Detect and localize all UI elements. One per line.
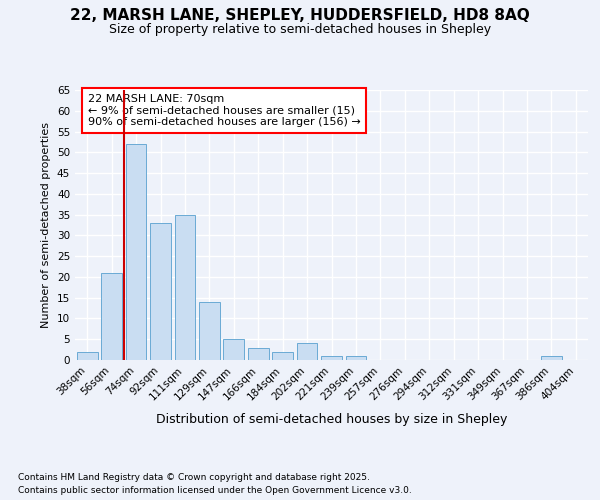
Text: Size of property relative to semi-detached houses in Shepley: Size of property relative to semi-detach… bbox=[109, 22, 491, 36]
Text: 22 MARSH LANE: 70sqm
← 9% of semi-detached houses are smaller (15)
90% of semi-d: 22 MARSH LANE: 70sqm ← 9% of semi-detach… bbox=[88, 94, 361, 127]
Bar bbox=[175, 214, 196, 360]
Bar bbox=[541, 356, 562, 360]
Bar bbox=[125, 144, 146, 360]
Bar bbox=[272, 352, 293, 360]
Text: 22, MARSH LANE, SHEPLEY, HUDDERSFIELD, HD8 8AQ: 22, MARSH LANE, SHEPLEY, HUDDERSFIELD, H… bbox=[70, 8, 530, 22]
Text: Contains HM Land Registry data © Crown copyright and database right 2025.: Contains HM Land Registry data © Crown c… bbox=[18, 472, 370, 482]
Bar bbox=[199, 302, 220, 360]
Bar bbox=[223, 339, 244, 360]
Bar bbox=[150, 223, 171, 360]
X-axis label: Distribution of semi-detached houses by size in Shepley: Distribution of semi-detached houses by … bbox=[156, 413, 507, 426]
Text: Contains public sector information licensed under the Open Government Licence v3: Contains public sector information licen… bbox=[18, 486, 412, 495]
Bar bbox=[346, 356, 367, 360]
Bar bbox=[77, 352, 98, 360]
Bar bbox=[296, 344, 317, 360]
Y-axis label: Number of semi-detached properties: Number of semi-detached properties bbox=[41, 122, 52, 328]
Bar bbox=[101, 273, 122, 360]
Bar bbox=[321, 356, 342, 360]
Bar bbox=[248, 348, 269, 360]
